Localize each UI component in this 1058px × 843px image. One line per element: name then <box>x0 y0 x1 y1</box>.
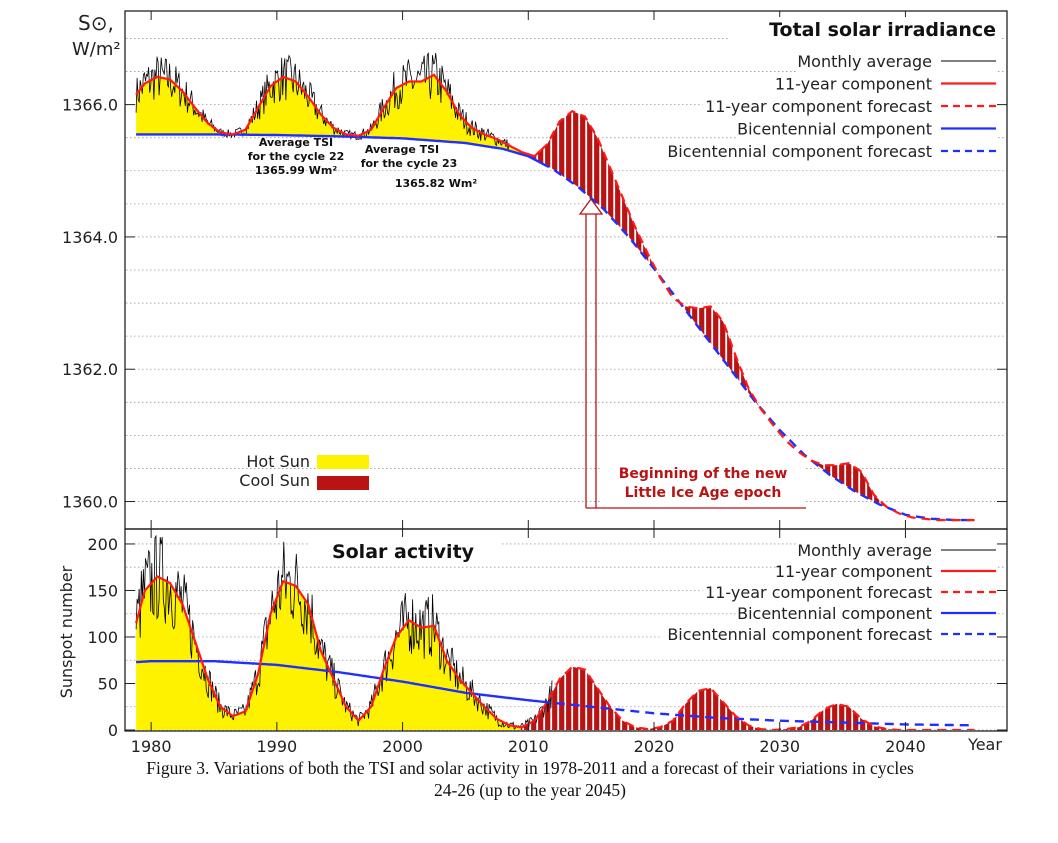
hot-sun-fill <box>136 576 541 730</box>
tsi-ylabel-line2: W/m² <box>72 39 121 60</box>
little-ice-age-annotation: Beginning of the new Little Ice Age epoc… <box>578 197 806 509</box>
tsi-ylabel-line1: S⊙, <box>78 11 114 35</box>
legend-label: 11-year component <box>775 75 932 94</box>
cycle23-label-line2: for the cycle 23 <box>361 157 458 170</box>
tsi-component-lines <box>135 73 975 522</box>
legend-label: Bicentennial component forecast <box>667 625 932 644</box>
eleven-year-line <box>135 73 542 158</box>
eleven-year-forecast-line <box>539 665 975 730</box>
x-tick-label: 1990 <box>256 737 297 756</box>
tsi-y-ticks: 1360.0 1362.0 1364.0 1366.0 <box>62 96 1007 512</box>
legend-label: 11-year component forecast <box>705 583 932 602</box>
y-tick-label: 1362.0 <box>62 360 118 379</box>
sunspot-y-ticks: 0 50 100 150 200 <box>87 535 1007 740</box>
legend-bg <box>702 583 996 604</box>
tsi-panel: 1360.0 1362.0 1364.0 1366.0 S⊙, W/m² Total … <box>62 10 1008 530</box>
y-tick-label: 200 <box>87 535 118 554</box>
legend-label: Monthly average <box>797 52 932 71</box>
sunspot-legend: Monthly average 11-year component 11-year … <box>659 541 996 646</box>
cycle23-label-line3: 1365.82 Wm² <box>395 177 478 190</box>
sunspot-panel: 0 50 100 150 200 Sunspot number Solar activi… <box>57 528 1008 756</box>
legend-bg <box>702 97 996 120</box>
x-tick-label: 2010 <box>508 737 549 756</box>
legend-label: 11-year component forecast <box>705 97 932 116</box>
bicentennial-line <box>136 133 542 164</box>
legend-bg <box>736 119 996 142</box>
sunspot-ylabel: Sunspot number <box>57 565 76 698</box>
y-tick-label: 50 <box>98 674 118 693</box>
x-tick-label: 2020 <box>634 737 675 756</box>
x-axis-labels: 1980 1990 2000 2010 2020 2030 2040 <box>131 737 926 756</box>
sunspot-x-ticks <box>150 529 906 731</box>
legend-bg <box>779 74 996 97</box>
sunspot-title: Solar activity <box>332 541 475 563</box>
y-tick-label: 0 <box>108 721 118 740</box>
cycle22-label-line3: 1365.99 Wm² <box>255 164 338 177</box>
y-tick-label: 1366.0 <box>62 96 118 115</box>
figure-caption: Figure 3. Variations of both the TSI and… <box>60 757 1000 801</box>
x-axis-label: Year <box>967 735 1002 754</box>
hot-sun-swatch <box>317 455 369 469</box>
bicentennial-forecast-line <box>540 161 975 522</box>
cool-sun-label: Cool Sun <box>239 471 310 490</box>
sun-fill-legend: Hot Sun Cool Sun <box>239 452 369 490</box>
legend-label: 11-year component <box>775 562 932 581</box>
ice-age-label-line2: Little Ice Age epoch <box>625 485 782 501</box>
x-tick-label: 2030 <box>759 737 800 756</box>
bicentennial-forecast-line <box>540 700 975 727</box>
legend-label: Bicentennial component <box>737 120 932 139</box>
legend-label: Bicentennial component <box>737 604 932 623</box>
legend-label: Bicentennial component forecast <box>667 142 932 161</box>
sunspot-plot-frame <box>124 528 1008 732</box>
tsi-legend: Monthly average 11-year component 11-year … <box>659 52 996 165</box>
cycle22-annotation: Average TSI for the cycle 22 1365.99 Wm² <box>248 136 345 177</box>
legend-label: Monthly average <box>797 541 932 560</box>
x-tick-label: 2040 <box>885 737 926 756</box>
eleven-year-line <box>135 575 542 729</box>
legend-bg <box>659 625 996 646</box>
y-tick-label: 1364.0 <box>62 228 118 247</box>
sunspot-component-lines <box>135 575 975 730</box>
caption-line1: Figure 3. Variations of both the TSI and… <box>146 758 914 778</box>
y-tick-label: 100 <box>87 628 118 647</box>
y-tick-label: 1360.0 <box>62 493 118 512</box>
x-tick-label: 2000 <box>382 737 423 756</box>
y-tick-label: 150 <box>87 581 118 600</box>
cycle22-label-line2: for the cycle 22 <box>248 150 345 163</box>
x-tick-label: 1980 <box>131 737 172 756</box>
legend-bg <box>779 562 996 583</box>
ice-age-label-line1: Beginning of the new <box>619 466 788 482</box>
cycle22-label-line1: Average TSI <box>259 136 333 149</box>
cool-sun-fill <box>520 111 975 521</box>
cycle23-annotation: Average TSI for the cycle 23 1365.82 Wm² <box>361 143 478 190</box>
legend-bg <box>797 541 996 562</box>
tsi-title: Total solar irradiance <box>769 19 996 41</box>
legend-bg <box>659 142 996 165</box>
caption-line2: 24-26 (up to the year 2045) <box>434 780 626 800</box>
legend-bg <box>736 604 996 625</box>
legend-bg <box>797 52 996 75</box>
hot-sun-label: Hot Sun <box>246 452 310 471</box>
cool-sun-swatch <box>317 476 369 490</box>
cycle23-label-line1: Average TSI <box>365 143 439 156</box>
